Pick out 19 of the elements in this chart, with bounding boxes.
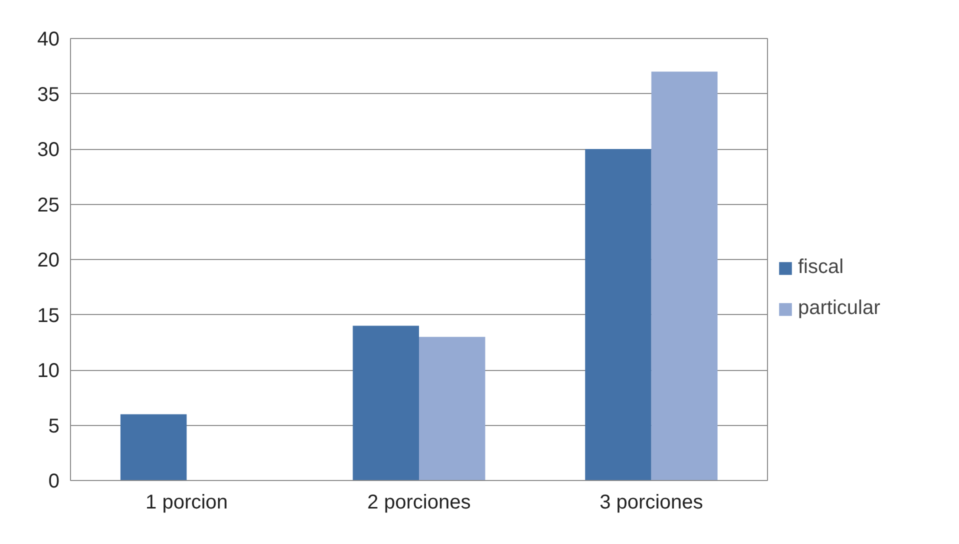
bar [651,72,718,480]
bar [352,326,419,480]
y-tick-label: 30 [37,139,60,161]
y-tick-label: 0 [48,470,60,492]
legend-label: particular [798,297,880,320]
x-tick-label: 2 porciones [367,492,471,514]
y-tick-label: 10 [37,360,60,382]
bar [120,414,187,480]
y-tick-label: 35 [37,84,60,106]
y-tick-label: 15 [37,304,60,327]
bar [585,149,652,480]
y-tick-label: 25 [37,194,60,216]
legend-label: fiscal [798,256,844,279]
x-tick-label: 3 porciones [600,492,704,514]
y-tick-label: 20 [37,250,60,272]
y-tick-label: 40 [37,28,60,50]
x-tick-label: 1 porcion [146,492,228,514]
bar [419,336,486,480]
y-tick-label: 5 [48,415,60,438]
